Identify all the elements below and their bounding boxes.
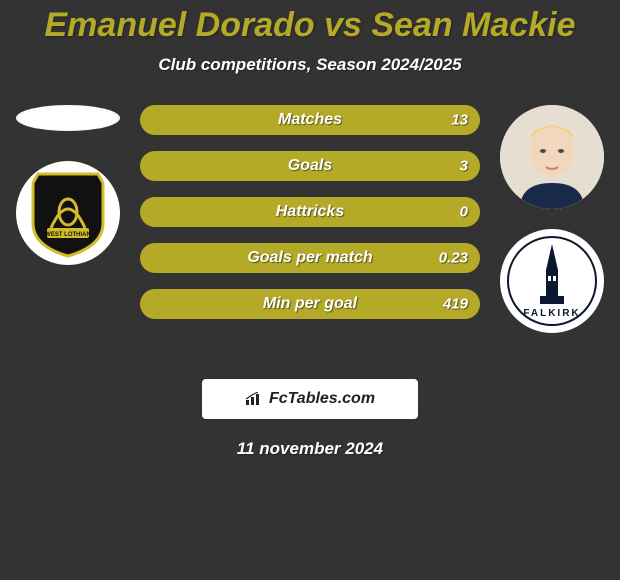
page-subtitle: Club competitions, Season 2024/2025	[0, 45, 620, 75]
attribution-text: FcTables.com	[269, 390, 375, 408]
right-player-column: FALKIRK	[492, 105, 612, 333]
stat-value-right: 3	[438, 158, 468, 175]
stat-bars: Matches 13 Goals 3 Hattricks 0 Goals per…	[140, 105, 480, 335]
club-logo-left: WEST LOTHIAN	[16, 161, 120, 265]
steeple-icon: FALKIRK	[507, 236, 597, 326]
stat-label: Hattricks	[276, 203, 344, 221]
stat-label: Matches	[278, 111, 342, 129]
person-icon	[500, 105, 604, 209]
comparison-panel: WEST LOTHIAN FALKIRK	[0, 105, 620, 365]
stat-label: Min per goal	[263, 295, 357, 313]
bar-chart-icon	[245, 392, 263, 406]
stat-row-hattricks: Hattricks 0	[140, 197, 480, 227]
player-avatar-right	[500, 105, 604, 209]
stat-row-matches: Matches 13	[140, 105, 480, 135]
stat-row-min-per-goal: Min per goal 419	[140, 289, 480, 319]
club-logo-right: FALKIRK	[500, 229, 604, 333]
stat-label: Goals	[288, 157, 332, 175]
stat-label: Goals per match	[247, 249, 372, 267]
stat-row-goals: Goals 3	[140, 151, 480, 181]
stat-value-right: 0	[438, 204, 468, 221]
page-title: Emanuel Dorado vs Sean Mackie	[0, 0, 620, 45]
attribution-badge: FcTables.com	[202, 379, 418, 419]
shield-icon: WEST LOTHIAN	[23, 168, 113, 258]
date-label: 11 november 2024	[0, 439, 620, 459]
stat-value-right: 13	[438, 112, 468, 129]
stat-row-goals-per-match: Goals per match 0.23	[140, 243, 480, 273]
left-player-column: WEST LOTHIAN	[8, 105, 128, 265]
stat-value-right: 0.23	[438, 250, 468, 267]
svg-text:FALKIRK: FALKIRK	[523, 308, 580, 319]
svg-text:WEST LOTHIAN: WEST LOTHIAN	[45, 232, 91, 238]
stat-value-right: 419	[438, 296, 468, 313]
player-avatar-left	[16, 105, 120, 131]
